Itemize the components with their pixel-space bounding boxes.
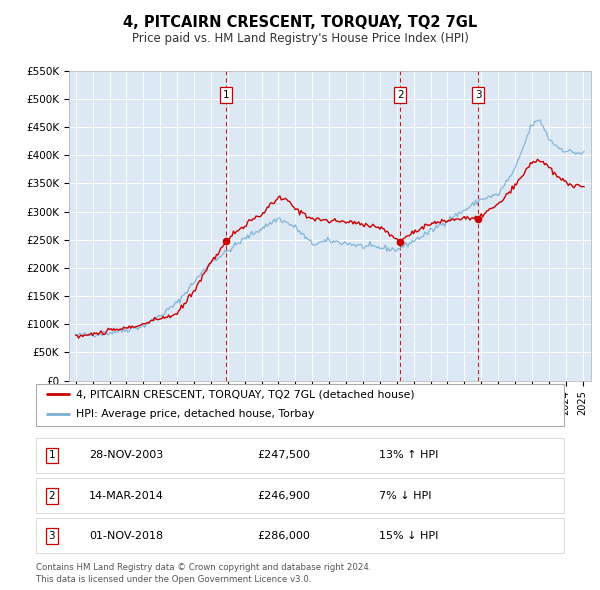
- FancyBboxPatch shape: [36, 478, 564, 513]
- Text: £286,000: £286,000: [258, 531, 311, 540]
- Text: Contains HM Land Registry data © Crown copyright and database right 2024.: Contains HM Land Registry data © Crown c…: [36, 563, 371, 572]
- Text: This data is licensed under the Open Government Licence v3.0.: This data is licensed under the Open Gov…: [36, 575, 311, 584]
- Text: 4, PITCAIRN CRESCENT, TORQUAY, TQ2 7GL: 4, PITCAIRN CRESCENT, TORQUAY, TQ2 7GL: [123, 15, 477, 30]
- Text: 2: 2: [397, 90, 403, 100]
- Text: 4, PITCAIRN CRESCENT, TORQUAY, TQ2 7GL (detached house): 4, PITCAIRN CRESCENT, TORQUAY, TQ2 7GL (…: [76, 389, 414, 399]
- Text: 01-NOV-2018: 01-NOV-2018: [89, 531, 163, 540]
- Text: 14-MAR-2014: 14-MAR-2014: [89, 491, 164, 500]
- FancyBboxPatch shape: [36, 518, 564, 553]
- Text: Price paid vs. HM Land Registry's House Price Index (HPI): Price paid vs. HM Land Registry's House …: [131, 32, 469, 45]
- Text: 1: 1: [49, 451, 55, 460]
- Text: 13% ↑ HPI: 13% ↑ HPI: [379, 451, 439, 460]
- Text: HPI: Average price, detached house, Torbay: HPI: Average price, detached house, Torb…: [76, 409, 314, 419]
- FancyBboxPatch shape: [36, 384, 564, 426]
- Text: 15% ↓ HPI: 15% ↓ HPI: [379, 531, 439, 540]
- Text: 7% ↓ HPI: 7% ↓ HPI: [379, 491, 432, 500]
- Text: 2: 2: [49, 491, 55, 500]
- Text: £246,900: £246,900: [258, 491, 311, 500]
- Text: 1: 1: [223, 90, 230, 100]
- Text: 3: 3: [49, 531, 55, 540]
- FancyBboxPatch shape: [36, 438, 564, 473]
- Text: £247,500: £247,500: [258, 451, 311, 460]
- Text: 3: 3: [475, 90, 482, 100]
- Text: 28-NOV-2003: 28-NOV-2003: [89, 451, 163, 460]
